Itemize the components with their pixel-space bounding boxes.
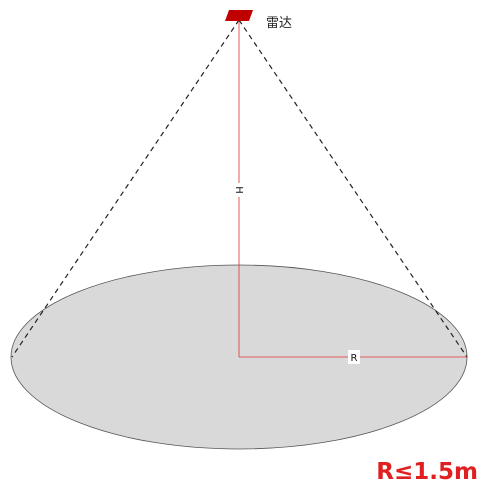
radius-label: R <box>351 353 358 364</box>
beam-edge-left <box>11 19 240 358</box>
height-label: H <box>233 186 244 194</box>
range-constraint: R≤1.5m <box>376 459 478 484</box>
radar-icon <box>225 10 253 21</box>
beam-edge-right <box>238 19 468 358</box>
radar-label: 雷达 <box>266 16 292 31</box>
height-label-bg <box>233 183 245 197</box>
radius-label-bg <box>348 350 360 364</box>
